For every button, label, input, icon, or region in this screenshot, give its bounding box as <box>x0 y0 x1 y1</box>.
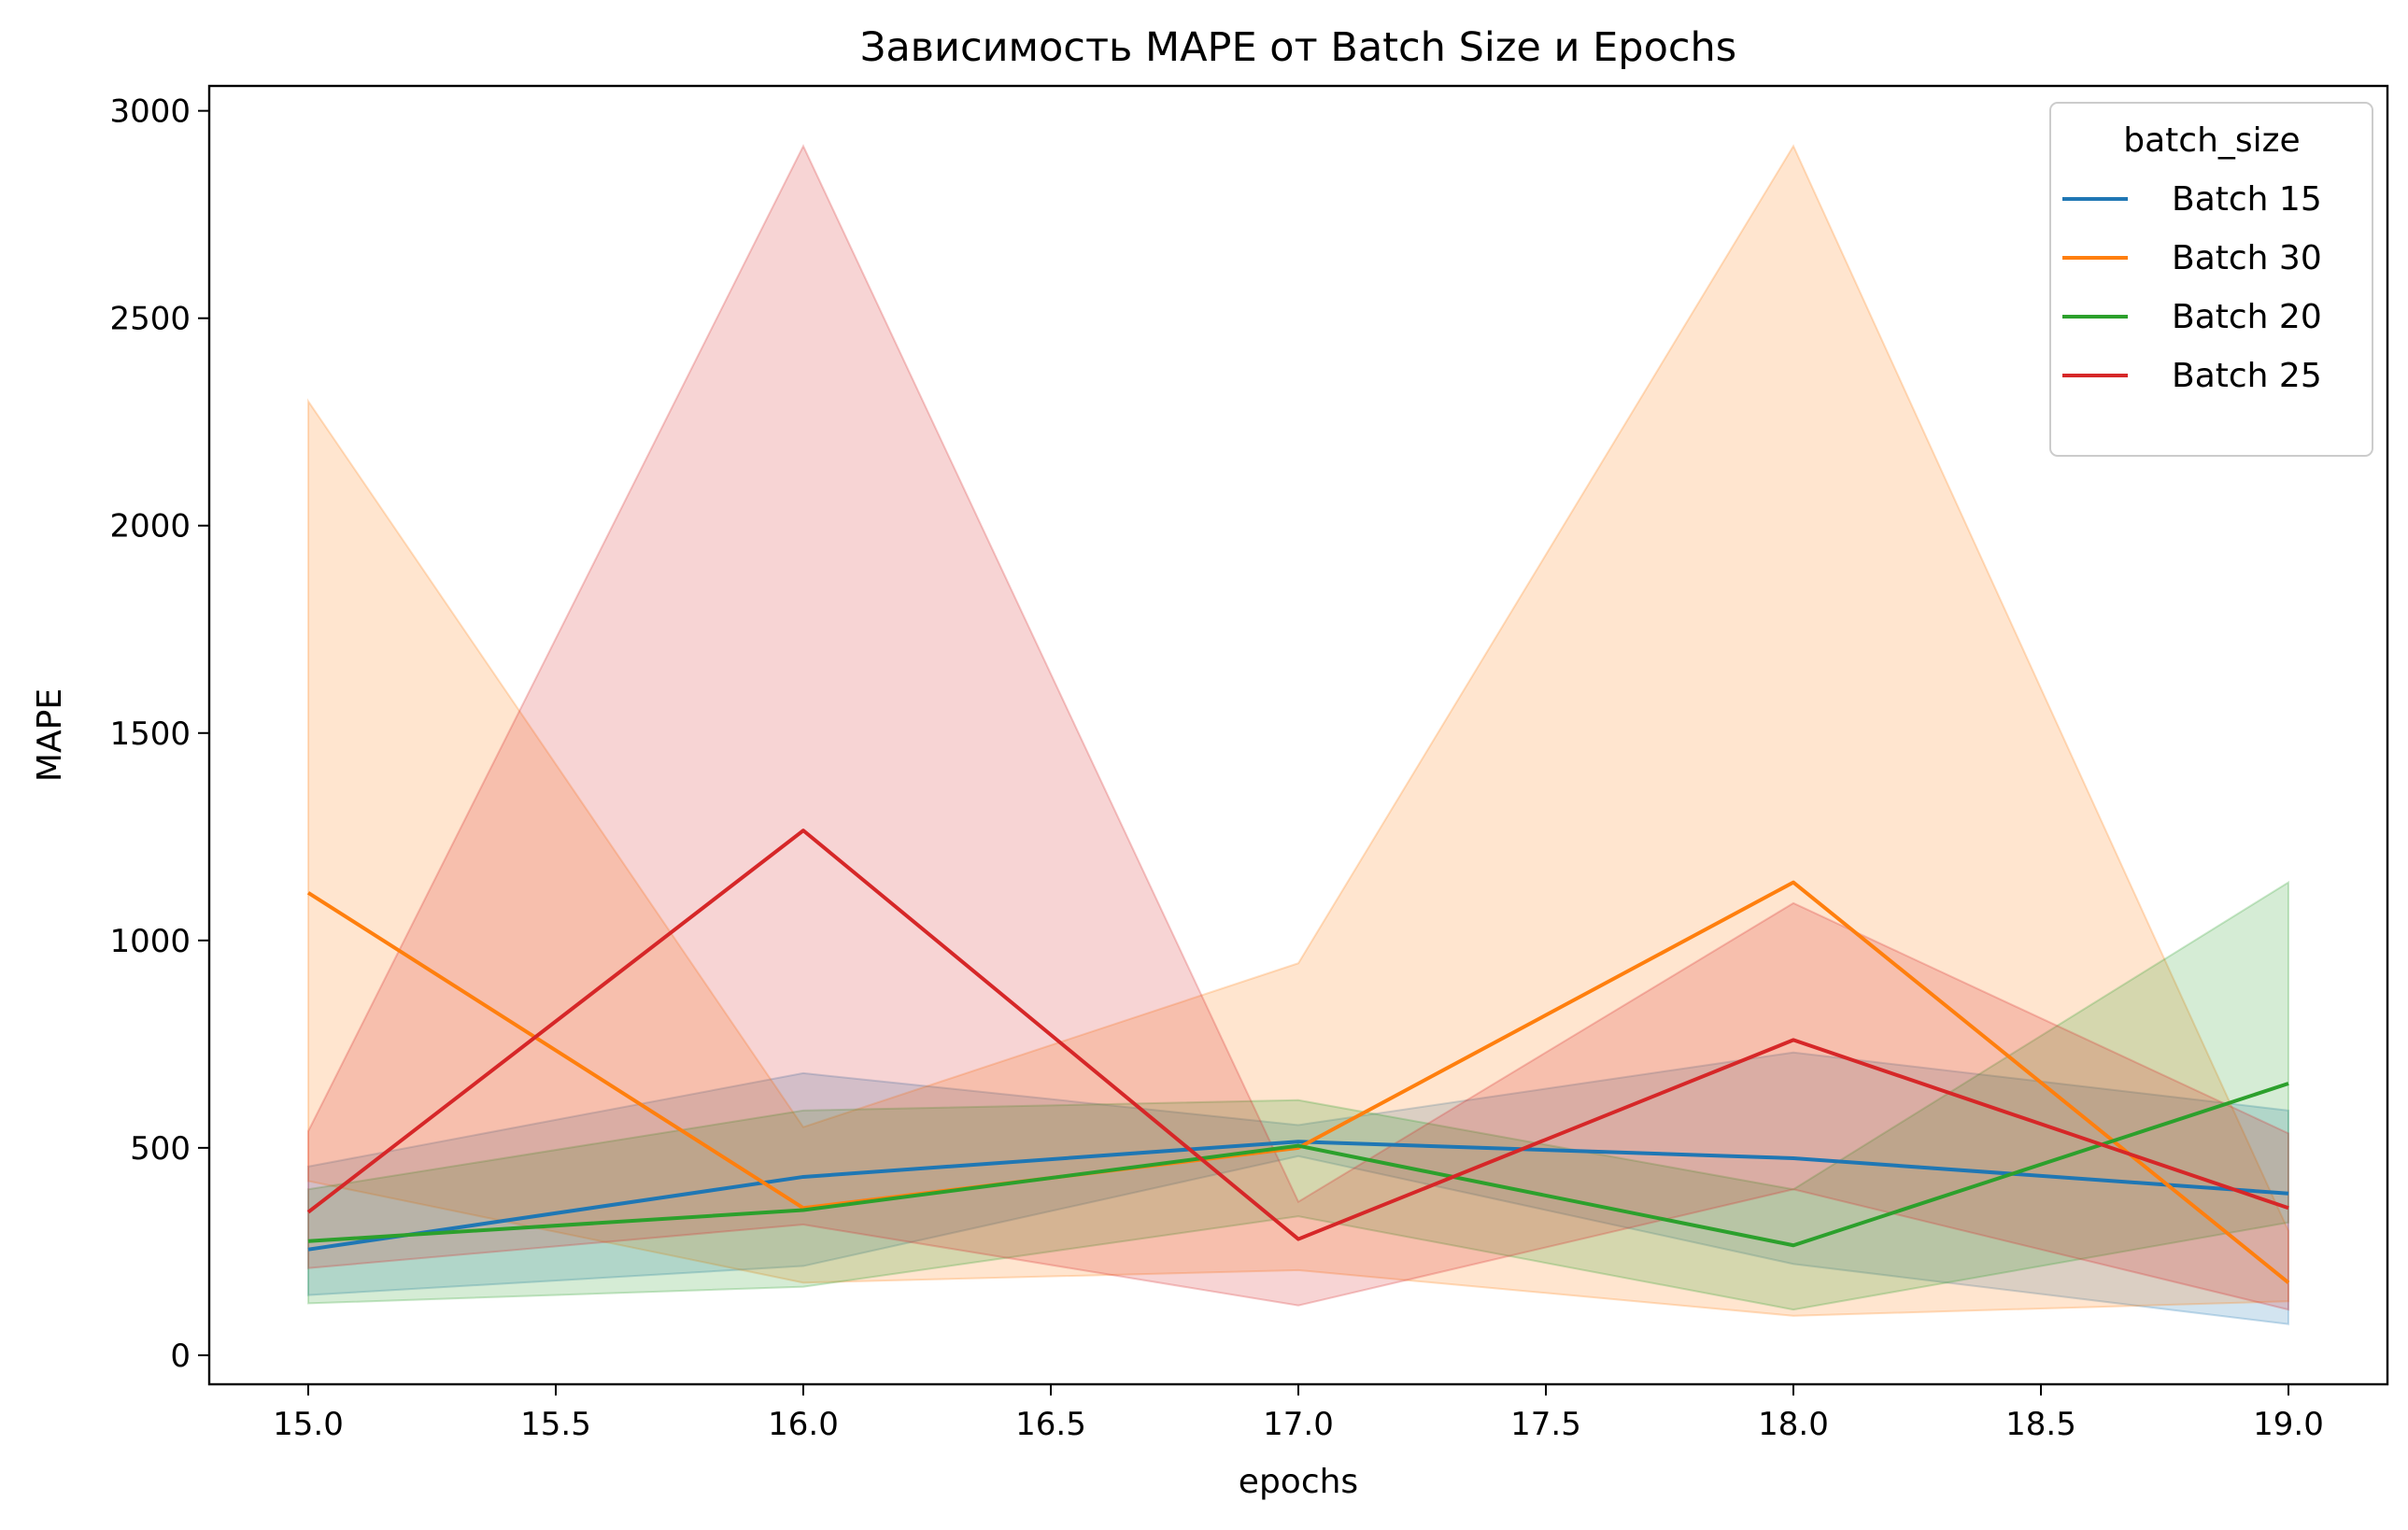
y-axis-title: MAPE <box>31 688 69 782</box>
legend-label-batch-15: Batch 15 <box>2172 180 2322 219</box>
legend-title: batch_size <box>2123 121 2300 160</box>
legend-items: Batch 15 Batch 30 Batch 20 Batch 25 <box>2062 180 2322 395</box>
batch-25-confidence-band <box>307 144 2289 1311</box>
chart-title: Зависимость MAPE от Batch Size и Epochs <box>860 24 1736 71</box>
batch-30-line <box>306 880 2290 1284</box>
confidence-bands <box>307 144 2289 1325</box>
y-tick-label: 0 <box>170 1338 191 1375</box>
batch-15-confidence-band <box>307 1051 2289 1325</box>
y-tick-label: 1000 <box>109 923 191 960</box>
series-lines <box>306 829 2290 1284</box>
batch-25-line <box>306 829 2289 1241</box>
y-tick-label: 500 <box>130 1130 191 1168</box>
x-tick-label: 17.0 <box>1263 1406 1334 1443</box>
batch-15-line <box>307 1140 2289 1252</box>
x-tick-label: 16.0 <box>768 1406 839 1443</box>
y-tick-label: 2000 <box>109 508 191 545</box>
y-tick-label: 1500 <box>109 715 191 753</box>
x-tick-label: 16.5 <box>1015 1406 1086 1443</box>
x-tick-label: 15.5 <box>520 1406 591 1443</box>
y-tick-label: 3000 <box>109 93 191 131</box>
x-tick-label: 19.0 <box>2253 1406 2324 1443</box>
x-tick-label: 18.0 <box>1758 1406 1829 1443</box>
legend-label-batch-30: Batch 30 <box>2172 239 2322 277</box>
x-tick-label: 15.0 <box>273 1406 344 1443</box>
legend-label-batch-20: Batch 20 <box>2172 298 2322 336</box>
x-tick-label: 17.5 <box>1510 1406 1581 1443</box>
legend-box <box>2049 102 2373 457</box>
y-tick-label: 2500 <box>109 301 191 338</box>
legend-label-batch-25: Batch 25 <box>2172 357 2322 395</box>
x-axis-ticks: 15.0 15.5 16.0 16.5 17.0 17.5 18.0 18.5 19.0 <box>273 1384 2324 1443</box>
batch-30-confidence-band <box>307 144 2289 1317</box>
y-axis-ticks: 0 500 1000 1500 2000 2500 3000 <box>109 93 209 1375</box>
batch-20-line <box>307 1082 2289 1248</box>
x-axis-title: epochs <box>1239 1463 1358 1501</box>
x-tick-label: 18.5 <box>2005 1406 2076 1443</box>
